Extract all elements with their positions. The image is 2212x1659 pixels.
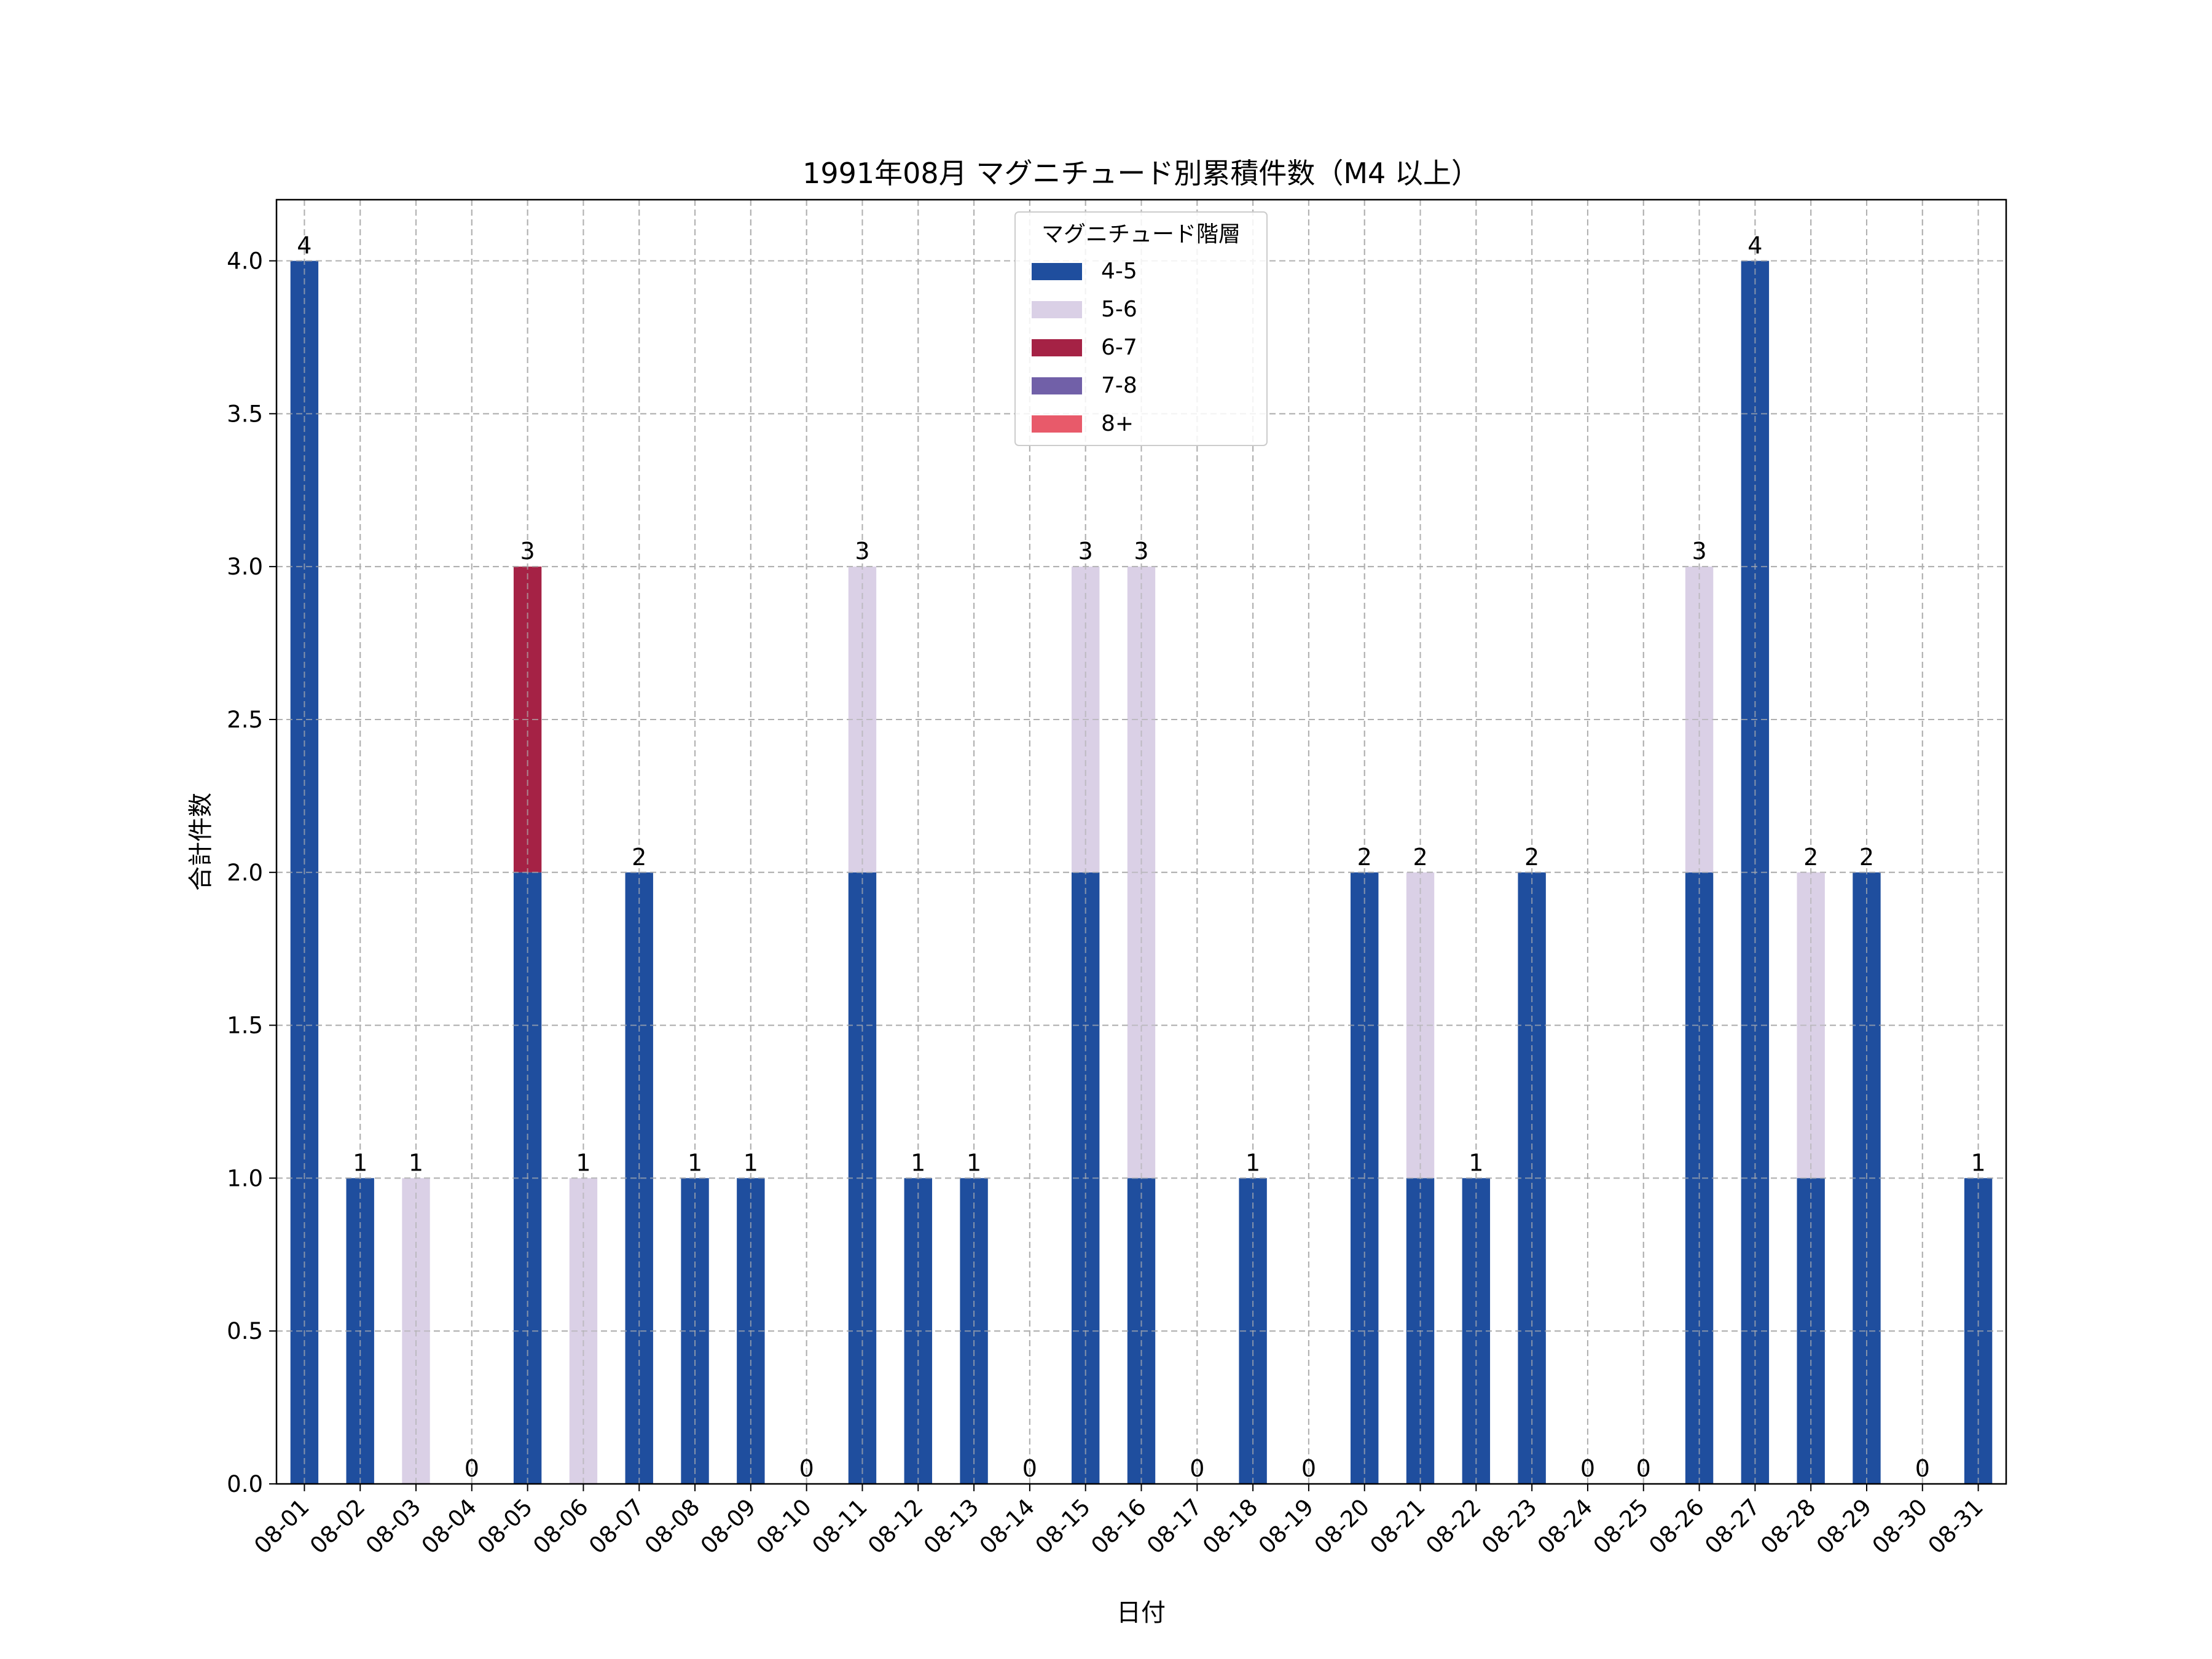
bar-segment-5-6 (1685, 567, 1714, 873)
y-tick-label: 1.5 (227, 1013, 263, 1039)
total-label: 0 (1301, 1455, 1316, 1482)
total-label: 2 (1357, 844, 1372, 871)
legend: マグニチュード階層 4-5 5-6 6-7 7-8 8+ (1014, 211, 1268, 446)
chart-title: 1991年08月 マグニチュード別累積件数（M4 以上） (802, 157, 1480, 190)
total-label: 0 (1636, 1455, 1651, 1482)
total-label: 0 (1915, 1455, 1930, 1482)
total-label: 0 (1580, 1455, 1595, 1482)
y-tick-label: 3.0 (227, 554, 263, 580)
total-label: 0 (1022, 1455, 1037, 1482)
total-label: 0 (1190, 1455, 1204, 1482)
total-label: 1 (911, 1149, 925, 1176)
y-tick-label: 0.5 (227, 1318, 263, 1344)
legend-title: マグニチュード階層 (1041, 222, 1241, 247)
y-tick-label: 0.0 (227, 1471, 263, 1497)
total-label: 4 (1747, 232, 1762, 259)
legend-swatch-7-8 (1032, 377, 1082, 394)
y-tick-label: 1.0 (227, 1165, 263, 1191)
total-label: 3 (520, 538, 535, 565)
data-labels: 4 1 1 0 3 1 2 1 1 0 3 1 1 0 3 3 0 1 0 2 2 1 2 0 0 3 4 2 2 0 1 (297, 232, 1985, 1482)
total-label: 3 (1078, 538, 1093, 565)
total-label: 1 (743, 1149, 758, 1176)
legend-box (1014, 211, 1268, 446)
bars (276, 200, 2006, 1484)
total-label: 1 (1245, 1149, 1260, 1176)
legend-swatch-5-6 (1032, 301, 1082, 318)
legend-swatch-8+ (1032, 415, 1082, 433)
total-label: 3 (1692, 538, 1706, 565)
legend-swatch-6-7 (1032, 339, 1082, 356)
total-label: 1 (1469, 1149, 1483, 1176)
y-tick-label: 2.5 (227, 707, 263, 733)
legend-items: 4-5 5-6 6-7 7-8 8+ (1032, 259, 1137, 436)
legend-label-5-6: 5-6 (1101, 297, 1137, 322)
total-label: 0 (799, 1455, 814, 1482)
total-label: 1 (688, 1149, 702, 1176)
legend-label-7-8: 7-8 (1101, 373, 1137, 398)
total-label: 1 (353, 1149, 367, 1176)
legend-label-6-7: 6-7 (1101, 335, 1137, 360)
legend-label-4-5: 4-5 (1101, 259, 1137, 284)
total-label: 2 (1803, 844, 1818, 871)
y-axis-label: 合計件数 (187, 793, 215, 891)
legend-label-8+: 8+ (1101, 411, 1134, 436)
total-label: 1 (967, 1149, 981, 1176)
total-label: 1 (576, 1149, 590, 1176)
legend-swatch-4-5 (1032, 263, 1082, 280)
total-label: 2 (632, 844, 646, 871)
total-label: 3 (1134, 538, 1148, 565)
y-tick-label: 4.0 (227, 248, 263, 275)
total-label: 2 (1413, 844, 1427, 871)
y-tick-label: 2.0 (227, 860, 263, 886)
y-axis: 0.0 0.5 1.0 1.5 2.0 2.5 3.0 3.5 4.0 (227, 248, 276, 1497)
total-label: 4 (297, 232, 312, 259)
y-tick-label: 3.5 (227, 401, 263, 427)
x-axis-label: 日付 (1116, 1599, 1166, 1627)
total-label: 0 (465, 1455, 479, 1482)
total-label: 1 (409, 1149, 423, 1176)
total-label: 2 (1859, 844, 1874, 871)
total-label: 3 (855, 538, 869, 565)
total-label: 2 (1524, 844, 1539, 871)
total-label: 1 (1971, 1149, 1986, 1176)
